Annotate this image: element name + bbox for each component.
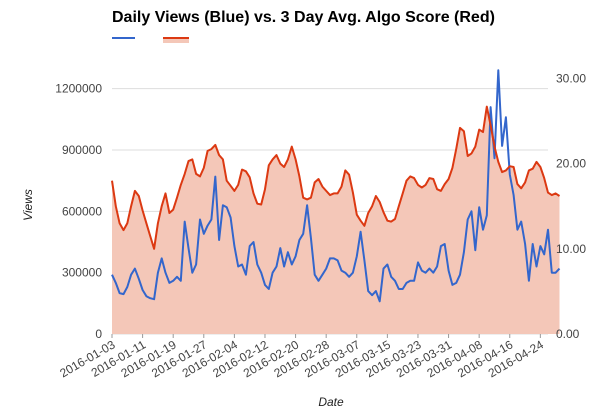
x-axis: 2016-01-032016-01-112016-01-192016-01-27… [57, 334, 546, 380]
y-right-tick-label: 0.00 [556, 327, 580, 341]
legend [112, 37, 189, 43]
y-axis-right: 0.00 10.00 20.00 30.00 [556, 71, 586, 341]
y-axis-title: Views [21, 189, 35, 221]
score-area [112, 106, 560, 334]
y-axis-left: 0 300000 600000 900000 1200000 [55, 82, 102, 341]
y-right-tick-label: 30.00 [556, 71, 586, 85]
score-line [111, 105, 561, 250]
y-left-tick-label: 0 [95, 327, 102, 341]
series-lines [111, 69, 561, 303]
legend-swatch-score-fill [163, 37, 189, 43]
chart-title: Daily Views (Blue) vs. 3 Day Avg. Algo S… [112, 9, 495, 26]
y-left-tick-label: 900000 [62, 143, 102, 157]
x-axis-title: Date [318, 395, 344, 409]
y-left-tick-label: 1200000 [55, 82, 102, 96]
views-line [111, 69, 561, 303]
y-left-tick-label: 600000 [62, 204, 102, 218]
y-left-tick-label: 300000 [62, 266, 102, 280]
y-right-tick-label: 20.00 [556, 157, 586, 171]
score-area-fill [112, 106, 560, 334]
y-right-tick-label: 10.00 [556, 242, 586, 256]
